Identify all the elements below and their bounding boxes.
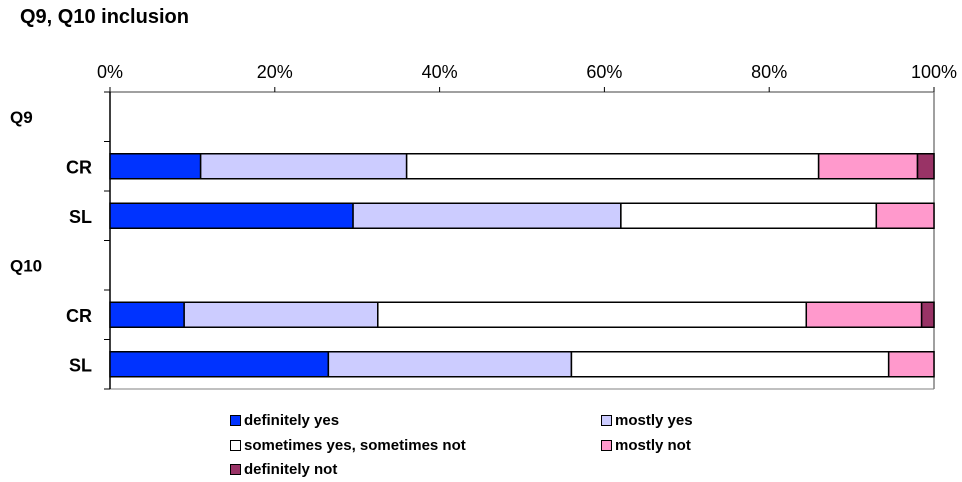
legend-label-sometimes: sometimes yes, sometimes not <box>244 437 466 454</box>
x-tick-label-5: 100% <box>911 62 957 82</box>
legend-swatch-definitely-not <box>230 464 241 475</box>
legend-swatch-definitely-yes <box>230 415 241 426</box>
bar-segment-cr-0 <box>109 153 202 180</box>
x-tick-label-0: 0% <box>97 62 123 82</box>
bar-segment-sl-0 <box>109 202 354 229</box>
legend-swatch-mostly-yes <box>601 415 612 426</box>
chart-title: Q9, Q10 inclusion <box>20 6 189 28</box>
row-label-cr: CR <box>66 306 92 326</box>
bar-segment-cr-3 <box>817 153 919 180</box>
x-tick-label-2: 40% <box>422 62 458 82</box>
bar-segment-sl-0 <box>109 351 330 378</box>
bar-segment-cr-1 <box>199 153 408 180</box>
bar-segment-sl-3 <box>875 202 935 229</box>
legend-item-definitely-yes: definitely yes <box>230 412 339 429</box>
legend-item-definitely-not: definitely not <box>230 461 337 478</box>
x-tick-label-1: 20% <box>257 62 293 82</box>
bar-segment-cr-4 <box>920 301 935 328</box>
x-tick-label-3: 60% <box>586 62 622 82</box>
bar-segment-sl-1 <box>352 202 622 229</box>
bar-segment-sl-2 <box>570 351 890 378</box>
row-label-sl: SL <box>69 355 92 375</box>
legend-item-mostly-not: mostly not <box>601 437 691 454</box>
bar-segment-cr-2 <box>405 153 820 180</box>
legend-swatch-mostly-not <box>601 440 612 451</box>
bar-segment-cr-4 <box>916 153 935 180</box>
bar-segment-cr-1 <box>183 301 379 328</box>
row-label-sl: SL <box>69 207 92 227</box>
group-label-q9: Q9 <box>10 108 33 127</box>
legend-label-definitely-yes: definitely yes <box>244 412 340 429</box>
bar-segment-cr-2 <box>377 301 808 328</box>
group-label-q10: Q10 <box>10 256 42 275</box>
legend-label-mostly-yes: mostly yes <box>615 412 693 429</box>
bar-segment-cr-0 <box>109 301 185 328</box>
x-tick-label-4: 80% <box>751 62 787 82</box>
bar-segment-sl-1 <box>327 351 573 378</box>
legend-item-sometimes: sometimes yes, sometimes not <box>230 437 466 454</box>
legend-label-mostly-not: mostly not <box>615 437 691 454</box>
legend-label-definitely-not: definitely not <box>244 461 338 478</box>
row-label-cr: CR <box>66 157 92 177</box>
bar-segment-sl-2 <box>620 202 878 229</box>
legend-swatch-sometimes <box>230 440 241 451</box>
legend-item-mostly-yes: mostly yes <box>601 412 693 429</box>
bar-segment-cr-3 <box>805 301 923 328</box>
bar-segment-sl-3 <box>887 351 935 378</box>
